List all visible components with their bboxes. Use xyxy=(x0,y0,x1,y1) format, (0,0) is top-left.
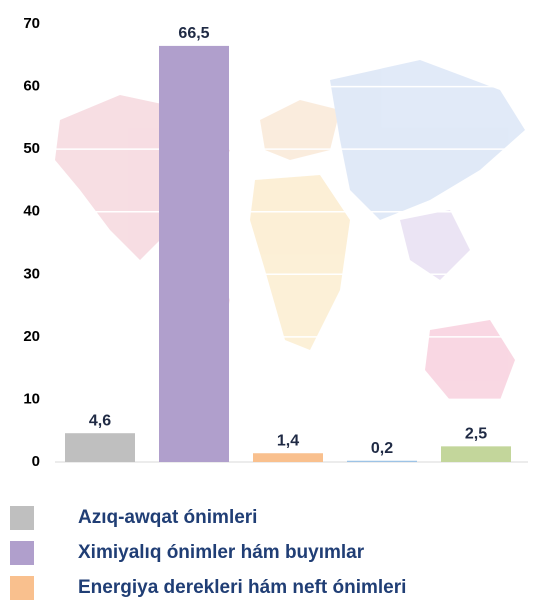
value-label: 2,5 xyxy=(465,426,487,443)
map-background xyxy=(55,60,525,420)
legend-swatch xyxy=(10,576,34,600)
y-tick-label: 50 xyxy=(23,140,40,157)
bar xyxy=(347,460,417,462)
y-tick-label: 60 xyxy=(23,78,40,95)
legend-label: Azıq-awqat ónimleri xyxy=(78,507,257,528)
bar xyxy=(159,45,229,463)
legend-label: Ximiyalıq ónimler hám buyımlar xyxy=(78,542,365,563)
legend-swatch xyxy=(10,541,34,565)
bar xyxy=(253,453,323,462)
y-tick-label: 20 xyxy=(23,328,40,345)
y-tick-label: 0 xyxy=(32,453,40,470)
bar xyxy=(441,446,511,462)
value-label: 66,5 xyxy=(178,25,209,42)
y-tick-label: 30 xyxy=(23,265,40,282)
y-tick-label: 40 xyxy=(23,203,40,220)
value-label: 0,2 xyxy=(371,440,393,457)
value-label: 4,6 xyxy=(89,412,111,429)
y-tick-label: 70 xyxy=(23,15,40,32)
value-label: 1,4 xyxy=(277,432,299,449)
legend-label: Energiya derekleri hám neft ónimleri xyxy=(78,577,406,598)
bar xyxy=(65,433,135,462)
legend-swatch xyxy=(10,506,34,530)
y-tick-label: 10 xyxy=(23,390,40,407)
